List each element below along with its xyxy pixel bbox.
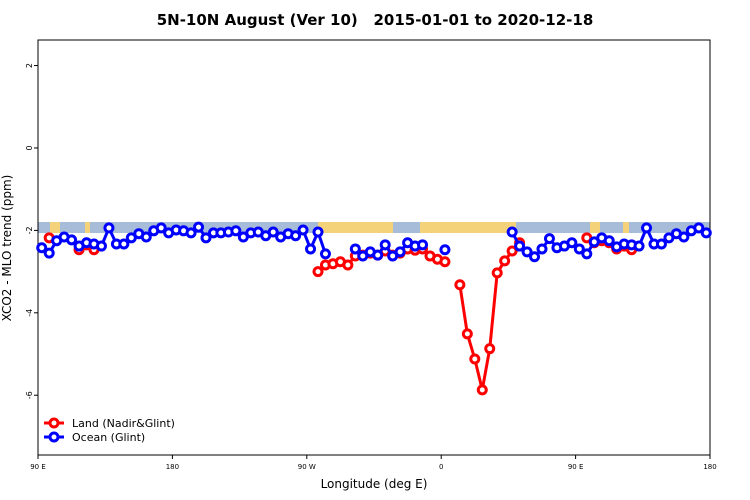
data-point [506, 245, 518, 257]
data-point [469, 353, 481, 365]
data-point [536, 243, 548, 255]
data-point [566, 237, 578, 249]
x-tick-label: 90 W [298, 463, 316, 471]
data-point [230, 225, 242, 237]
x-axis-label: Longitude (deg E) [321, 477, 428, 491]
data-point [349, 243, 361, 255]
data-point [185, 227, 197, 239]
x-tick-label: 90 E [30, 463, 46, 471]
data-point [693, 222, 705, 234]
x-tick-label: 180 [166, 463, 179, 471]
data-point [95, 240, 107, 252]
data-point [305, 243, 317, 255]
data-point [439, 244, 451, 256]
y-tick-label: -4 [25, 309, 34, 317]
data-point [633, 240, 645, 252]
data-point [267, 226, 279, 238]
data-point [43, 247, 55, 259]
data-point [439, 256, 451, 268]
y-tick-label: -2 [25, 226, 34, 234]
chart-title: 5N-10N August (Ver 10) 2015-01-01 to 202… [157, 11, 594, 29]
data-point [66, 234, 78, 246]
x-tick-label: 180 [703, 463, 716, 471]
data-point [200, 232, 212, 244]
legend-marker [48, 417, 60, 429]
data-point [394, 246, 406, 258]
data-point [529, 251, 541, 263]
legend-label: Ocean (Glint) [72, 431, 145, 444]
data-point [603, 235, 615, 247]
data-point [491, 267, 503, 279]
x-tick-label: 90 E [568, 463, 584, 471]
data-point [514, 240, 526, 252]
data-point [655, 238, 667, 250]
data-point [521, 246, 533, 258]
data-point [484, 343, 496, 355]
data-point [103, 222, 115, 234]
data-point [678, 231, 690, 243]
legend-label: Land (Nadir&Glint) [72, 417, 175, 430]
y-tick-label: 0 [25, 145, 34, 150]
data-point [372, 249, 384, 261]
y-tick-label: -6 [25, 391, 34, 399]
data-point [342, 259, 354, 271]
data-point [581, 248, 593, 260]
legend-marker [48, 431, 60, 443]
data-point [543, 233, 555, 245]
data-point [297, 224, 309, 236]
data-point [319, 248, 331, 260]
x-tick-label: 0 [439, 463, 443, 471]
data-point [379, 239, 391, 251]
data-point [476, 384, 488, 396]
data-point [506, 226, 518, 238]
map-strip [38, 222, 710, 233]
data-point [700, 227, 712, 239]
data-point [454, 279, 466, 291]
data-point [155, 222, 167, 234]
data-point [461, 328, 473, 340]
y-tick-label: 2 [25, 63, 34, 68]
data-point [290, 230, 302, 242]
data-point [36, 242, 48, 254]
y-axis-label: XCO2 - MLO trend (ppm) [0, 175, 14, 322]
data-point [417, 239, 429, 251]
data-point [140, 231, 152, 243]
data-point [312, 266, 324, 278]
data-point [118, 238, 130, 250]
data-point [312, 226, 324, 238]
data-point [499, 255, 511, 267]
data-point [193, 221, 205, 233]
data-point [641, 222, 653, 234]
data-point [573, 243, 585, 255]
